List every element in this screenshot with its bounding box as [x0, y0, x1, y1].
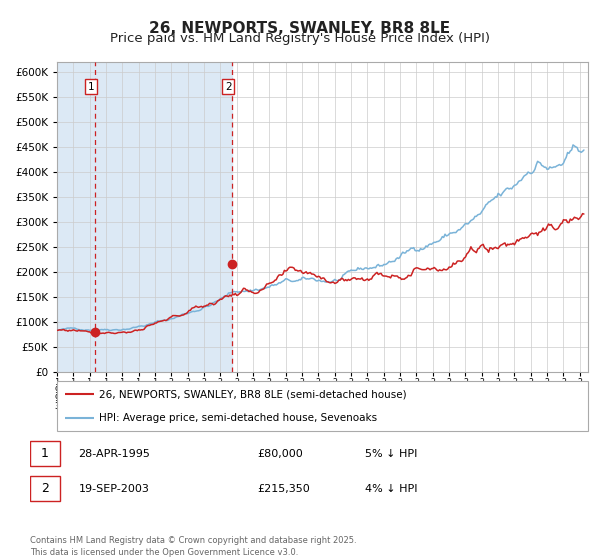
FancyBboxPatch shape: [30, 441, 60, 466]
Text: 26, NEWPORTS, SWANLEY, BR8 8LE: 26, NEWPORTS, SWANLEY, BR8 8LE: [149, 21, 451, 36]
Text: 28-APR-1995: 28-APR-1995: [79, 449, 151, 459]
Text: 26, NEWPORTS, SWANLEY, BR8 8LE (semi-detached house): 26, NEWPORTS, SWANLEY, BR8 8LE (semi-det…: [100, 389, 407, 399]
Bar: [57, 62, 232, 372]
Text: 4% ↓ HPI: 4% ↓ HPI: [365, 484, 418, 493]
Text: HPI: Average price, semi-detached house, Sevenoaks: HPI: Average price, semi-detached house,…: [100, 413, 377, 423]
FancyBboxPatch shape: [30, 476, 60, 501]
Text: 2: 2: [225, 82, 232, 92]
Text: 19-SEP-2003: 19-SEP-2003: [79, 484, 149, 493]
Text: £215,350: £215,350: [257, 484, 310, 493]
Text: Contains HM Land Registry data © Crown copyright and database right 2025.
This d: Contains HM Land Registry data © Crown c…: [30, 536, 356, 557]
Text: 2: 2: [41, 482, 49, 495]
Text: Price paid vs. HM Land Registry's House Price Index (HPI): Price paid vs. HM Land Registry's House …: [110, 32, 490, 45]
FancyBboxPatch shape: [57, 381, 588, 431]
Text: 1: 1: [41, 447, 49, 460]
Text: 5% ↓ HPI: 5% ↓ HPI: [365, 449, 417, 459]
Text: 1: 1: [88, 82, 94, 92]
Text: £80,000: £80,000: [257, 449, 302, 459]
